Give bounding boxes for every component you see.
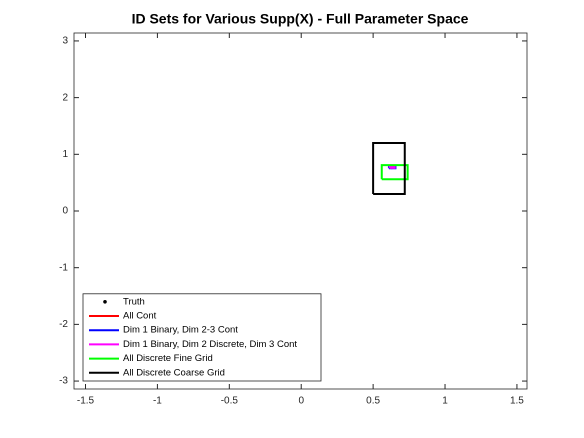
legend-label: Truth <box>123 296 145 307</box>
y-tick-label: -3 <box>59 376 68 387</box>
y-tick-label: 2 <box>62 92 68 103</box>
legend-label: Dim 1 Binary, Dim 2-3 Cont <box>123 325 238 336</box>
set-outline <box>380 164 409 181</box>
x-tick-label: 1 <box>442 396 448 407</box>
y-tick-label: -2 <box>59 319 68 330</box>
y-tick-label: -1 <box>59 262 68 273</box>
x-tick-label: 0 <box>298 396 304 407</box>
legend-label: All Discrete Fine Grid <box>123 353 213 364</box>
chart-title: ID Sets for Various Supp(X) - Full Param… <box>132 11 469 27</box>
set-outline <box>372 141 406 195</box>
x-tick-label: -1.5 <box>77 396 95 407</box>
x-tick-label: -0.5 <box>221 396 239 407</box>
legend-label: All Cont <box>123 311 157 322</box>
y-tick-label: 0 <box>62 206 68 217</box>
set-outline <box>388 165 396 169</box>
y-tick-label: 1 <box>62 149 68 160</box>
y-tick-label: 3 <box>62 36 68 47</box>
legend-label: Dim 1 Binary, Dim 2 Discrete, Dim 3 Cont <box>123 339 297 350</box>
x-tick-label: -1 <box>153 396 162 407</box>
x-tick-label: 0.5 <box>366 396 380 407</box>
x-tick-label: 1.5 <box>510 396 524 407</box>
legend-box <box>82 293 322 382</box>
legend-marker <box>103 300 107 304</box>
legend-label: All Discrete Coarse Grid <box>123 367 225 378</box>
